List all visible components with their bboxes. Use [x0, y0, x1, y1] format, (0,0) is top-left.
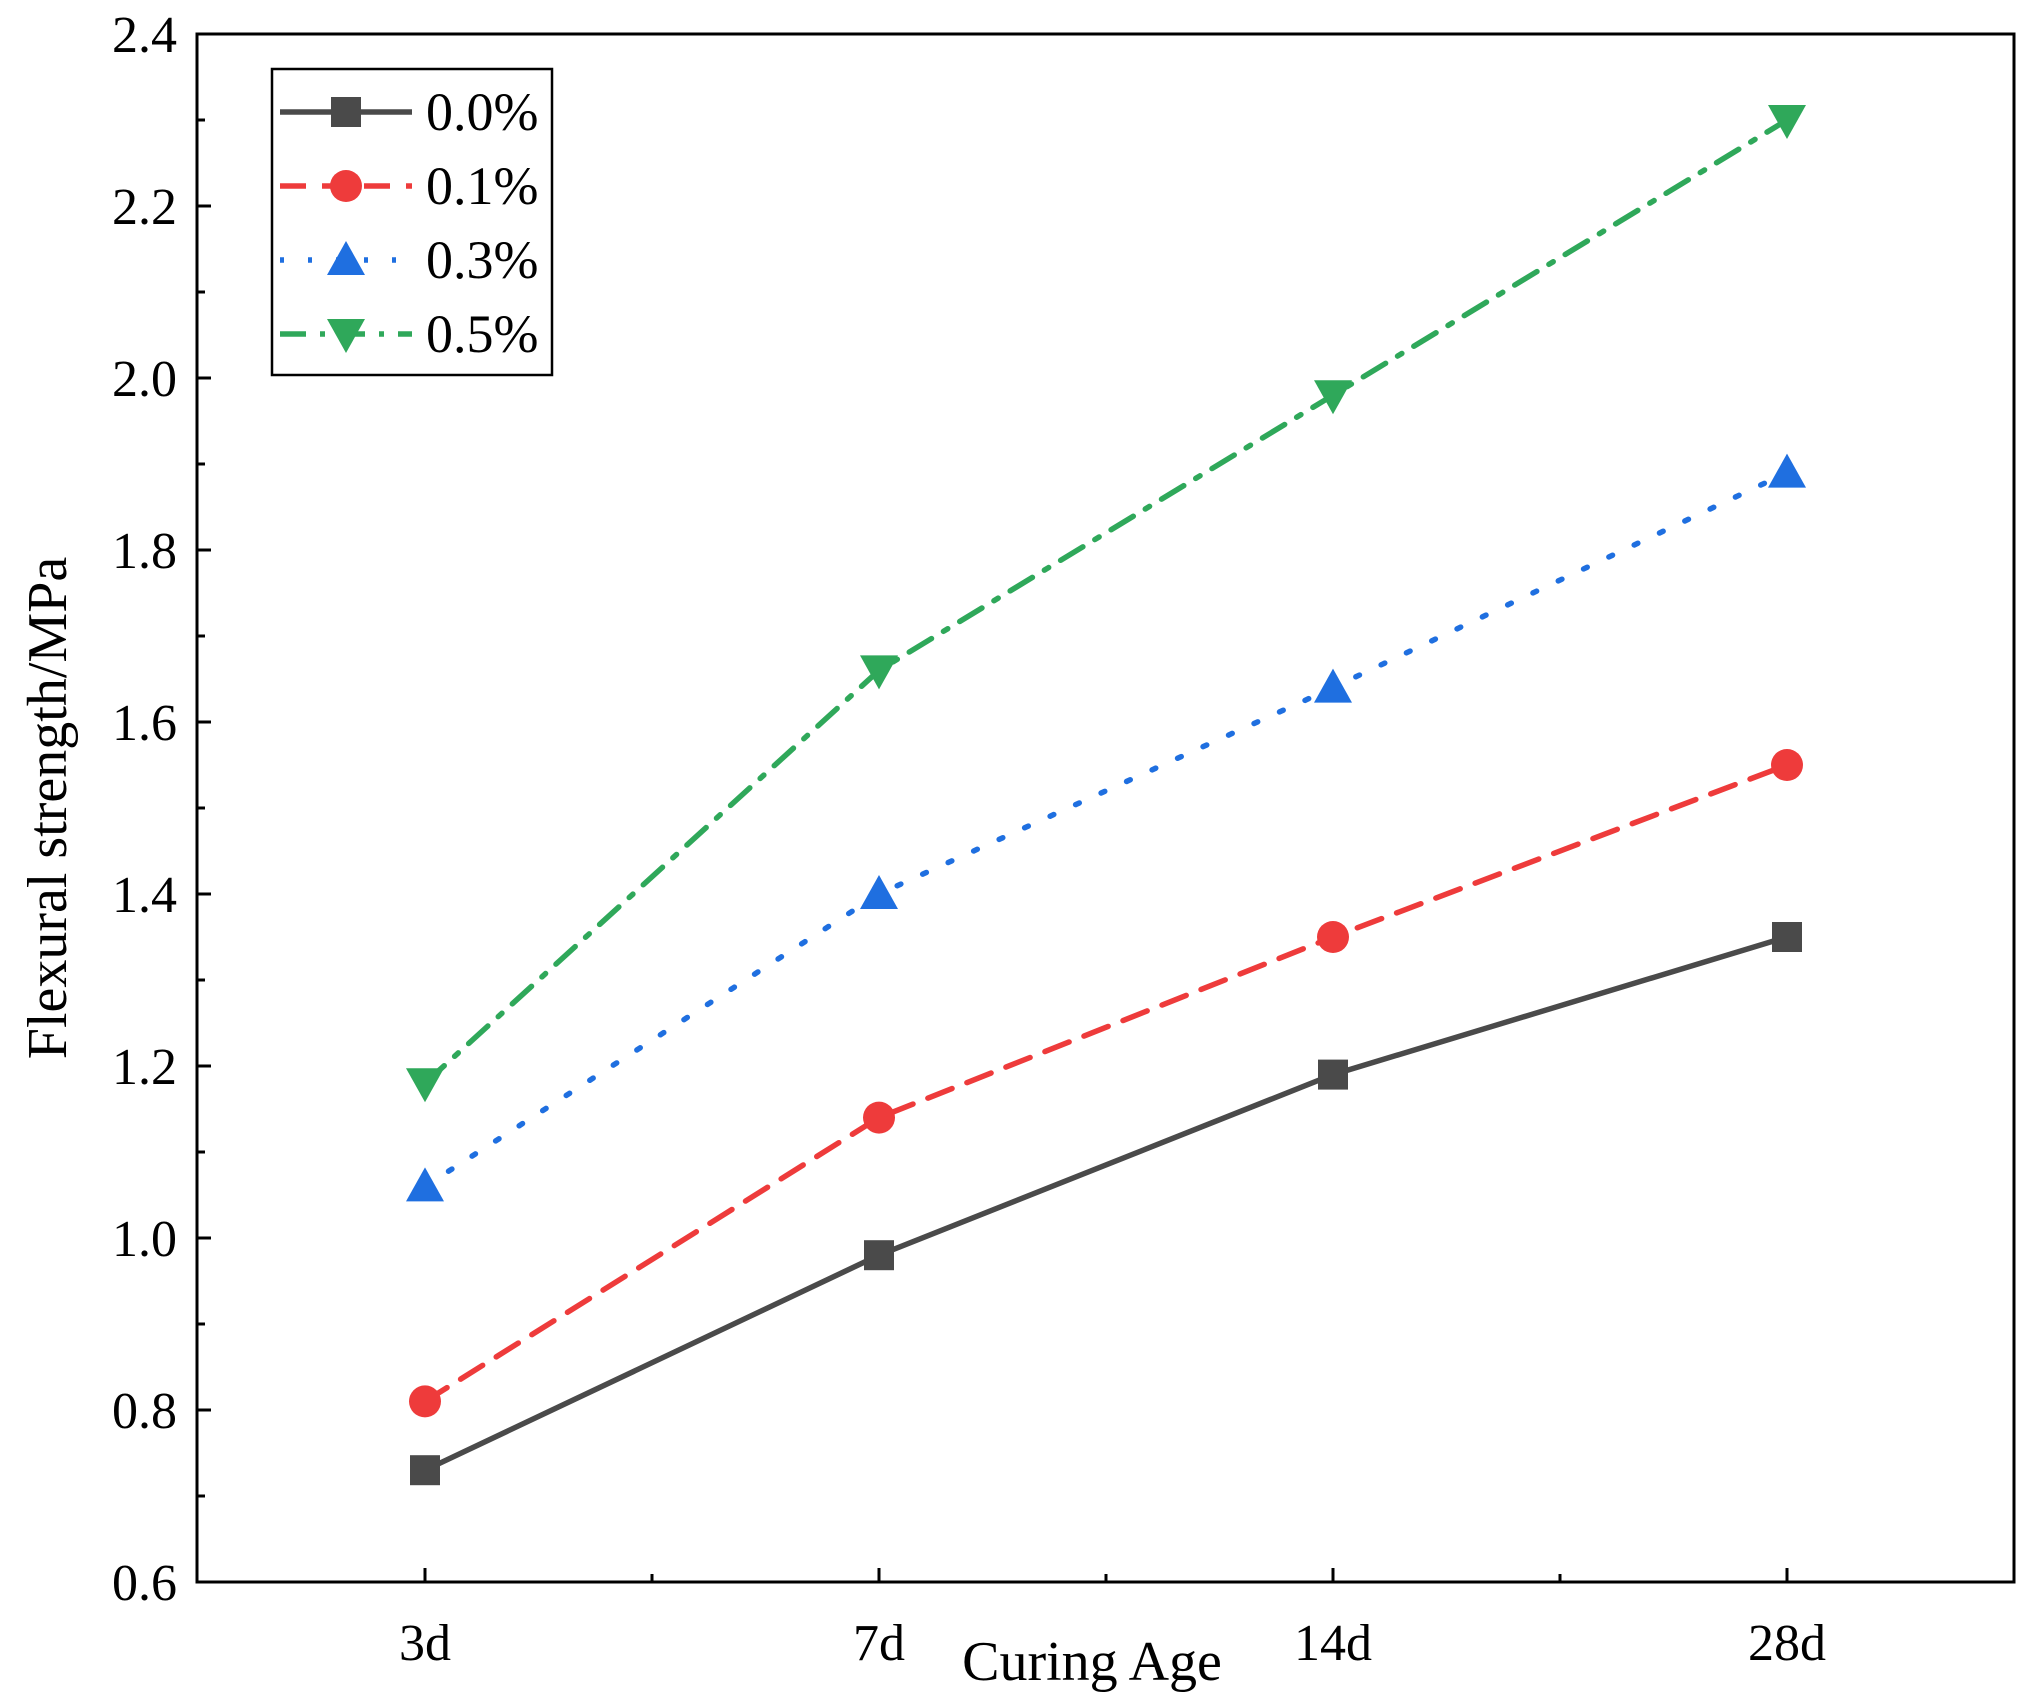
- legend-label: 0.1%: [426, 156, 538, 216]
- series-0-3pct-point-14d: [1314, 668, 1352, 703]
- series-0-5pct-point-14d: [1314, 380, 1352, 415]
- series-0-0pct-point-7d: [864, 1240, 894, 1271]
- y-tick-label: 1.8: [112, 523, 177, 580]
- series-0-1pct: [409, 749, 1803, 1418]
- legend: 0.0% 0.1% 0.3% 0.5%: [270, 67, 554, 377]
- axis-ticks: 0.6 0.8 1.0 1.2 1.4 1.6 1.8 2.0 2.2 2.4 3d 7d 14d 28d: [112, 7, 2016, 1672]
- y-tick-label: 1.0: [112, 1211, 177, 1268]
- series-0-3pct: [406, 453, 1806, 1202]
- series-0-5pct-point-7d: [860, 655, 898, 690]
- series-0-5pct-point-28d: [1768, 105, 1806, 139]
- legend-label: 0.3%: [426, 230, 538, 290]
- legend-box: [270, 67, 554, 377]
- y-tick-label: 1.6: [112, 695, 177, 752]
- legend-item-0-0pct: 0.0%: [280, 82, 538, 142]
- series-0-0pct: [410, 922, 1802, 1486]
- series-0-0pct-line: [422, 934, 1790, 1473]
- legend-marker: [331, 97, 361, 127]
- x-tick-label-7d: 7d: [853, 1615, 905, 1672]
- series-0-5pct-line: [422, 117, 1790, 1086]
- series-0-0pct-point-14d: [1318, 1059, 1348, 1090]
- series-0-5pct-point-3d: [406, 1068, 444, 1103]
- series-0-3pct-line: [422, 469, 1790, 1190]
- y-tick-label: 2.4: [112, 7, 177, 64]
- x-tick-label-28d: 28d: [1748, 1615, 1826, 1672]
- series-0-1pct-point-14d: [1317, 921, 1349, 953]
- x-tick-label-3d: 3d: [399, 1615, 451, 1672]
- series-0-3pct-point-3d: [406, 1167, 444, 1202]
- series-0-3pct-point-7d: [860, 875, 898, 909]
- legend-marker: [327, 319, 365, 353]
- y-tick-label: 0.6: [112, 1555, 177, 1612]
- series-0-5pct: [406, 105, 1806, 1103]
- series-0-1pct-line: [422, 762, 1790, 1405]
- series-layer: [406, 105, 1806, 1486]
- series-0-1pct-point-7d: [863, 1101, 895, 1134]
- y-axis-title: Flexural strength/MPa: [17, 557, 79, 1060]
- series-0-3pct-point-28d: [1768, 453, 1806, 488]
- y-tick-label: 2.0: [112, 351, 177, 408]
- legend-label: 0.0%: [426, 82, 538, 142]
- y-tick-label: 0.8: [112, 1383, 177, 1440]
- x-tick-label-14d: 14d: [1294, 1615, 1372, 1672]
- series-0-0pct-point-3d: [410, 1455, 440, 1486]
- legend-item-0-3pct: 0.3%: [280, 230, 538, 290]
- series-0-1pct-point-3d: [409, 1385, 441, 1418]
- x-axis-title: Curing Age: [962, 1631, 1222, 1693]
- y-tick-label: 2.2: [112, 179, 177, 236]
- y-tick-label: 1.4: [112, 867, 177, 924]
- legend-label: 0.5%: [426, 304, 538, 364]
- legend-marker: [330, 170, 362, 202]
- legend-marker: [327, 241, 365, 275]
- y-tick-label: 1.2: [112, 1039, 177, 1096]
- legend-item-0-1pct: 0.1%: [280, 156, 538, 216]
- series-0-1pct-point-28d: [1771, 749, 1803, 781]
- series-0-0pct-point-28d: [1772, 922, 1802, 952]
- legend-item-0-5pct: 0.5%: [280, 304, 538, 364]
